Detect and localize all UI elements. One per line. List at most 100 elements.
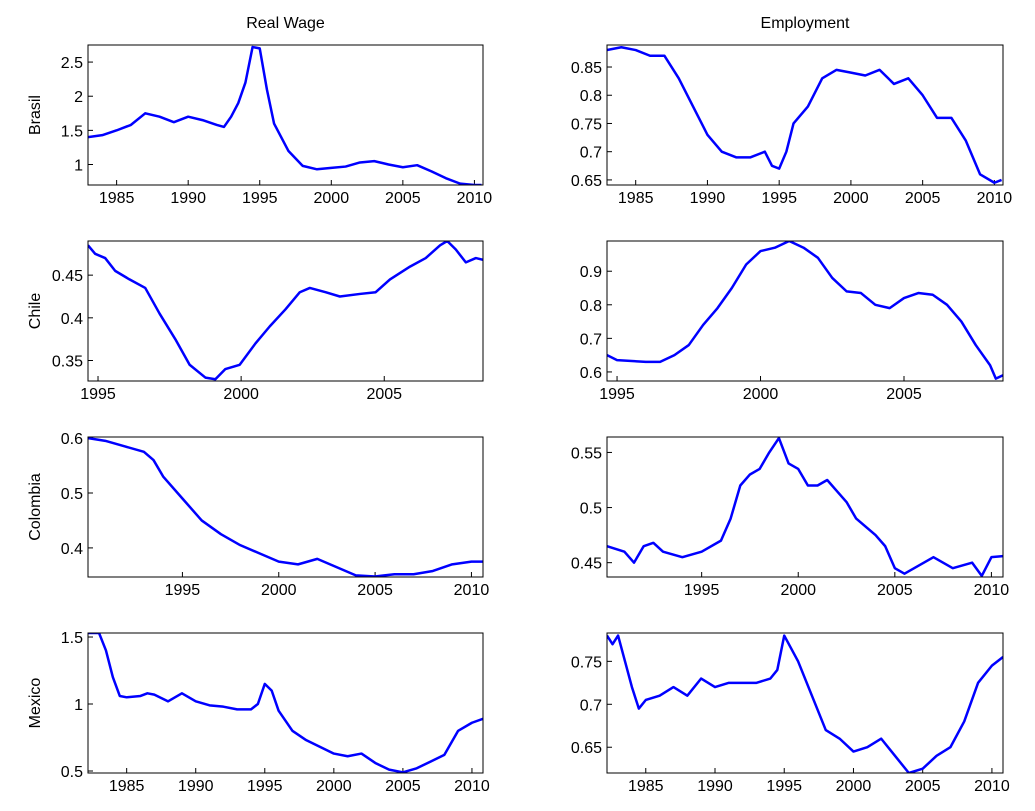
y-tick-label: 0.85	[571, 60, 602, 77]
x-tick-label: 2000	[223, 386, 259, 403]
row-label: Chile	[27, 293, 44, 330]
panel: 1985 1990 1995 2000 2005 2010 0.5 1 1.5 Mexico	[27, 630, 490, 795]
y-tick-label: 0.5	[61, 764, 83, 781]
plot-area	[607, 241, 1003, 380]
y-tick-label: 1.5	[61, 630, 83, 647]
x-tick-label: 2005	[385, 190, 421, 207]
x-tick-label: 2000	[314, 190, 350, 207]
row-label: Brasil	[27, 95, 44, 135]
x-tick-label: 2000	[833, 190, 869, 207]
data-line	[88, 45, 482, 185]
y-tick-label: 0.45	[571, 556, 602, 573]
y-tick-label: 1	[74, 697, 83, 714]
x-tick-label: 2005	[905, 778, 941, 795]
x-tick-label: 1995	[766, 778, 802, 795]
x-tick-label: 1990	[697, 778, 733, 795]
axes-background	[607, 45, 1003, 185]
y-tick-label: 0.75	[571, 654, 602, 671]
y-tick-label: 0.7	[580, 697, 602, 714]
plot-area	[607, 46, 1003, 184]
axes-background	[607, 633, 1003, 773]
x-tick-label: 1985	[99, 190, 135, 207]
axes-frame	[606, 436, 1004, 578]
y-tick-label: 2.5	[61, 55, 83, 72]
x-tick-label: 1985	[628, 778, 664, 795]
x-tick-label: 2000	[836, 778, 872, 795]
x-tick-label: 2010	[977, 190, 1013, 207]
x-tick-label: 2005	[886, 386, 922, 403]
x-tick-label: 2000	[316, 778, 352, 795]
panel: 1995 2000 2005 2010 0.4 0.5 0.6 Colombia	[27, 431, 489, 599]
axes-background	[88, 437, 483, 577]
plot-area	[607, 437, 1003, 577]
column-title: Real Wage	[246, 15, 325, 32]
x-tick-label: 1995	[80, 386, 116, 403]
y-tick-label: 0.7	[580, 331, 602, 348]
x-tick-label: 2010	[974, 582, 1010, 599]
plot-area	[88, 241, 483, 381]
x-tick-label: 1990	[170, 190, 206, 207]
axes-background	[607, 437, 1003, 577]
x-tick-label: 1995	[761, 190, 797, 207]
x-tick-label: 1990	[690, 190, 726, 207]
data-line	[88, 241, 483, 381]
x-tick-label: 1985	[109, 778, 145, 795]
row-label: Colombia	[27, 473, 44, 541]
row-label: Mexico	[27, 678, 44, 729]
axes-frame	[606, 632, 1004, 774]
y-tick-label: 0.75	[571, 116, 602, 133]
axes-background	[607, 241, 1003, 381]
plot-area	[88, 45, 482, 185]
data-line	[607, 634, 1003, 773]
x-tick-label: 2005	[905, 190, 941, 207]
axes-frame	[87, 44, 484, 186]
x-tick-label: 2000	[780, 582, 816, 599]
panel: 1985 1990 1995 2000 2005 2010 1 1.5 2 2.5 Real Wag…	[27, 15, 492, 207]
axes-frame	[87, 436, 484, 578]
x-tick-label: 2010	[974, 778, 1010, 795]
y-tick-label: 1.5	[61, 123, 83, 140]
y-tick-label: 0.8	[580, 298, 602, 315]
column-title: Employment	[761, 15, 850, 32]
panel: 1995 2000 2005 0.35 0.4 0.45 Chile	[27, 240, 484, 403]
axes-frame	[606, 44, 1004, 186]
y-tick-label: 1	[74, 158, 83, 175]
x-tick-label: 2005	[357, 582, 393, 599]
panel: 1995 2000 2005 2010 0.45 0.5 0.55	[571, 436, 1010, 599]
y-tick-label: 0.4	[61, 311, 83, 328]
y-tick-label: 0.65	[571, 740, 602, 757]
plot-area	[607, 634, 1003, 773]
x-tick-label: 2005	[366, 386, 402, 403]
axes-frame	[87, 240, 484, 382]
data-line	[88, 437, 483, 577]
panel: 1985 1990 1995 2000 2005 2010 0.65 0.7 0.75 0.8 0.…	[571, 15, 1012, 207]
y-tick-label: 0.8	[580, 88, 602, 105]
x-tick-label: 2010	[454, 582, 490, 599]
x-tick-label: 2010	[457, 190, 493, 207]
x-tick-label: 1995	[242, 190, 278, 207]
plot-area	[88, 633, 483, 773]
data-line	[607, 437, 1003, 577]
x-tick-label: 1995	[165, 582, 201, 599]
x-tick-label: 2010	[454, 778, 490, 795]
axes-background	[88, 633, 483, 773]
y-tick-label: 0.65	[571, 173, 602, 190]
axes-frame	[606, 240, 1004, 382]
y-tick-label: 2	[74, 89, 83, 106]
y-tick-label: 0.6	[580, 365, 602, 382]
x-tick-label: 2000	[261, 582, 297, 599]
y-tick-label: 0.4	[61, 541, 83, 558]
data-line	[607, 241, 1003, 380]
plot-area	[88, 437, 483, 577]
x-tick-label: 1995	[247, 778, 283, 795]
x-tick-label: 1985	[618, 190, 654, 207]
x-tick-label: 2005	[877, 582, 913, 599]
y-tick-label: 0.5	[580, 501, 602, 518]
x-tick-label: 2005	[385, 778, 421, 795]
y-tick-label: 0.55	[571, 445, 602, 462]
x-tick-label: 1995	[599, 386, 635, 403]
x-tick-label: 1990	[178, 778, 214, 795]
x-tick-label: 2000	[743, 386, 779, 403]
y-tick-label: 0.9	[580, 264, 602, 281]
